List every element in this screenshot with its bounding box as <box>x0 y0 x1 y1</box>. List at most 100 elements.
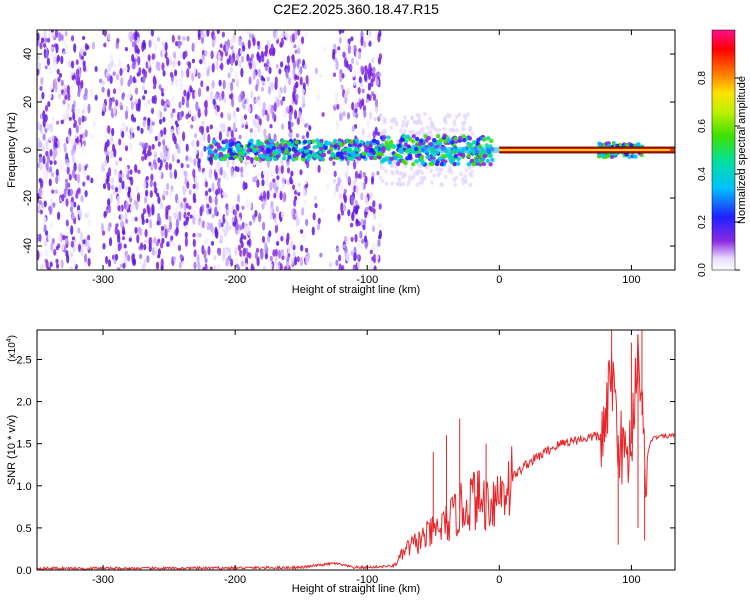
spectrogram-cell <box>264 65 268 71</box>
spectrogram-cell <box>200 36 204 44</box>
spectrogram-cell <box>204 263 208 270</box>
y-tick-label: -20 <box>22 190 34 206</box>
spectrogram-cell <box>55 168 59 176</box>
spectrogram-cell <box>287 244 291 254</box>
spectrogram-cell <box>390 181 395 186</box>
svg-text:(x104): (x104) <box>6 335 18 362</box>
spectrogram-cell <box>37 234 40 243</box>
spectrogram-cell <box>311 226 315 236</box>
spectrogram-cell <box>240 67 244 78</box>
spectrogram-cell <box>443 117 447 122</box>
spectrogram-cell <box>453 136 458 141</box>
spectrogram-cell <box>276 241 280 246</box>
spectrogram-cell <box>144 103 148 108</box>
spectrogram-cell <box>476 137 481 142</box>
spectrogram-cell <box>54 142 58 148</box>
spectrogram-cell <box>290 240 294 249</box>
spectrogram-cell <box>248 201 252 211</box>
spectrogram-cell <box>360 218 364 227</box>
spectrogram-cell <box>285 106 289 114</box>
spectrogram-cell <box>287 120 291 127</box>
spectrogram-cell <box>102 230 106 236</box>
spectrogram-cell <box>145 218 149 224</box>
spectrogram-cell <box>302 188 306 197</box>
spectrogram-cell <box>261 80 265 85</box>
spectrogram-cell <box>401 175 405 180</box>
spectrogram-ylabel: Frequency (Hz) <box>6 112 18 188</box>
spectrogram-cell <box>190 124 194 129</box>
spectrogram-cell <box>55 43 59 54</box>
spectrogram-cell <box>275 205 279 213</box>
spectrogram-cell <box>406 148 411 153</box>
spectrogram-cell <box>370 78 374 88</box>
spectrogram-cell <box>350 250 354 256</box>
spectrogram-cell <box>295 93 299 101</box>
spectrogram-cell <box>132 60 136 70</box>
spectrogram-cell <box>369 111 373 120</box>
spectrogram-cell <box>72 168 76 179</box>
spectrogram-cell <box>297 30 301 36</box>
spectrogram-cell <box>230 37 234 48</box>
spectrogram-cell <box>338 263 342 270</box>
spectrogram-cell <box>108 204 112 214</box>
spectrogram-cell <box>197 158 201 169</box>
spectrogram-cell <box>165 190 169 196</box>
snr-series-line <box>37 334 675 570</box>
spectrogram-cell <box>232 221 236 227</box>
spectrogram-cell <box>337 176 341 187</box>
spectrogram-cell <box>107 198 111 206</box>
spectrogram-cell <box>77 90 81 98</box>
spectrogram-cell <box>400 123 405 128</box>
spectrogram-cell <box>297 191 301 197</box>
spectrogram-cell <box>277 90 282 97</box>
spectrogram-cell <box>179 254 183 260</box>
spectrogram-cell <box>297 182 301 188</box>
spectrogram-cell <box>269 214 273 220</box>
spectrogram-cell <box>353 44 357 53</box>
spectrogram-cell <box>286 55 290 64</box>
spectrogram-cell <box>366 93 370 100</box>
spectrogram-cell <box>186 181 190 190</box>
spectrogram-cell <box>244 124 249 130</box>
spectrogram-cell <box>337 213 341 220</box>
spectrogram-cell <box>314 202 318 209</box>
spectrogram-cell <box>361 88 365 94</box>
spectrogram-cell <box>195 182 199 192</box>
spectrogram-cell <box>286 179 290 186</box>
spectrogram-cell <box>254 128 258 138</box>
spectrogram-cell <box>56 54 61 63</box>
spectrogram-cell <box>153 236 157 244</box>
spectrogram-cell <box>193 261 197 270</box>
spectrogram-cell <box>65 219 69 227</box>
spectrogram-cell <box>280 61 284 68</box>
spectrogram-cell <box>276 175 280 181</box>
spectrogram-cell <box>367 132 371 139</box>
spectrogram-cell <box>218 131 222 141</box>
spectrogram-cell <box>335 259 339 266</box>
spectrogram-cell <box>196 232 200 238</box>
spectrogram-cell <box>42 118 46 128</box>
spectrogram-cell <box>128 186 132 192</box>
spectrogram-cell <box>252 60 256 69</box>
spectrogram-cell <box>374 147 379 152</box>
spectrogram-cell <box>178 211 182 222</box>
spectrogram-cell <box>418 128 423 133</box>
spectrogram-cell <box>204 222 208 228</box>
spectrogram-cell <box>63 40 67 46</box>
spectrogram-cell <box>184 50 188 58</box>
spectrogram-cell <box>44 65 48 70</box>
spectrogram-cell <box>51 32 55 38</box>
spectrogram-cell <box>271 145 277 151</box>
spectrogram-cell <box>280 211 284 219</box>
spectrogram-cell <box>67 188 71 197</box>
spectrogram-cell <box>269 263 273 269</box>
spectrogram-cell <box>233 154 238 160</box>
spectrogram-cell <box>154 187 158 195</box>
spectrogram-cell <box>222 170 227 179</box>
spectrogram-cell <box>226 112 230 121</box>
spectrogram-cell <box>121 180 125 190</box>
spectrogram-cell <box>158 169 162 178</box>
spectrogram-cell <box>184 237 188 247</box>
spectrogram-cell <box>44 248 49 257</box>
spectrogram-cell <box>240 55 245 63</box>
